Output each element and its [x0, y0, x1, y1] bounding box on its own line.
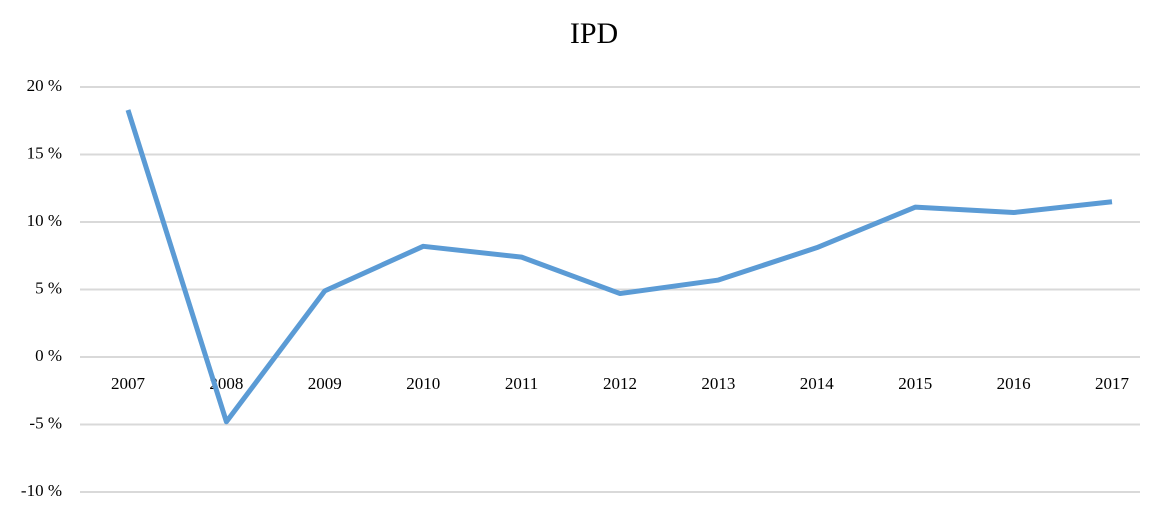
y-tick-label: 20 % — [27, 76, 62, 95]
line-series — [125, 109, 1113, 425]
x-tick-label: 2016 — [997, 374, 1031, 393]
y-tick-label: 5 % — [35, 278, 62, 297]
x-tick-label: 2007 — [111, 374, 146, 393]
x-tick-label: 2015 — [898, 374, 932, 393]
chart-title: IPD — [570, 17, 618, 50]
x-tick-label: 2010 — [406, 374, 440, 393]
y-tick-label: -5 % — [29, 413, 62, 432]
y-tick-label: 15 % — [27, 143, 62, 162]
x-tick-label: 2009 — [308, 374, 342, 393]
x-tick-label: 2012 — [603, 374, 637, 393]
y-tick-label: 0 % — [35, 346, 62, 365]
x-tick-label: 2011 — [505, 374, 538, 393]
x-tick-label: 2013 — [701, 374, 735, 393]
y-tick-label: -10 % — [21, 481, 62, 500]
x-tick-label: 2014 — [800, 374, 835, 393]
y-tick-label: 10 % — [27, 211, 62, 230]
x-tick-label: 2017 — [1095, 374, 1130, 393]
